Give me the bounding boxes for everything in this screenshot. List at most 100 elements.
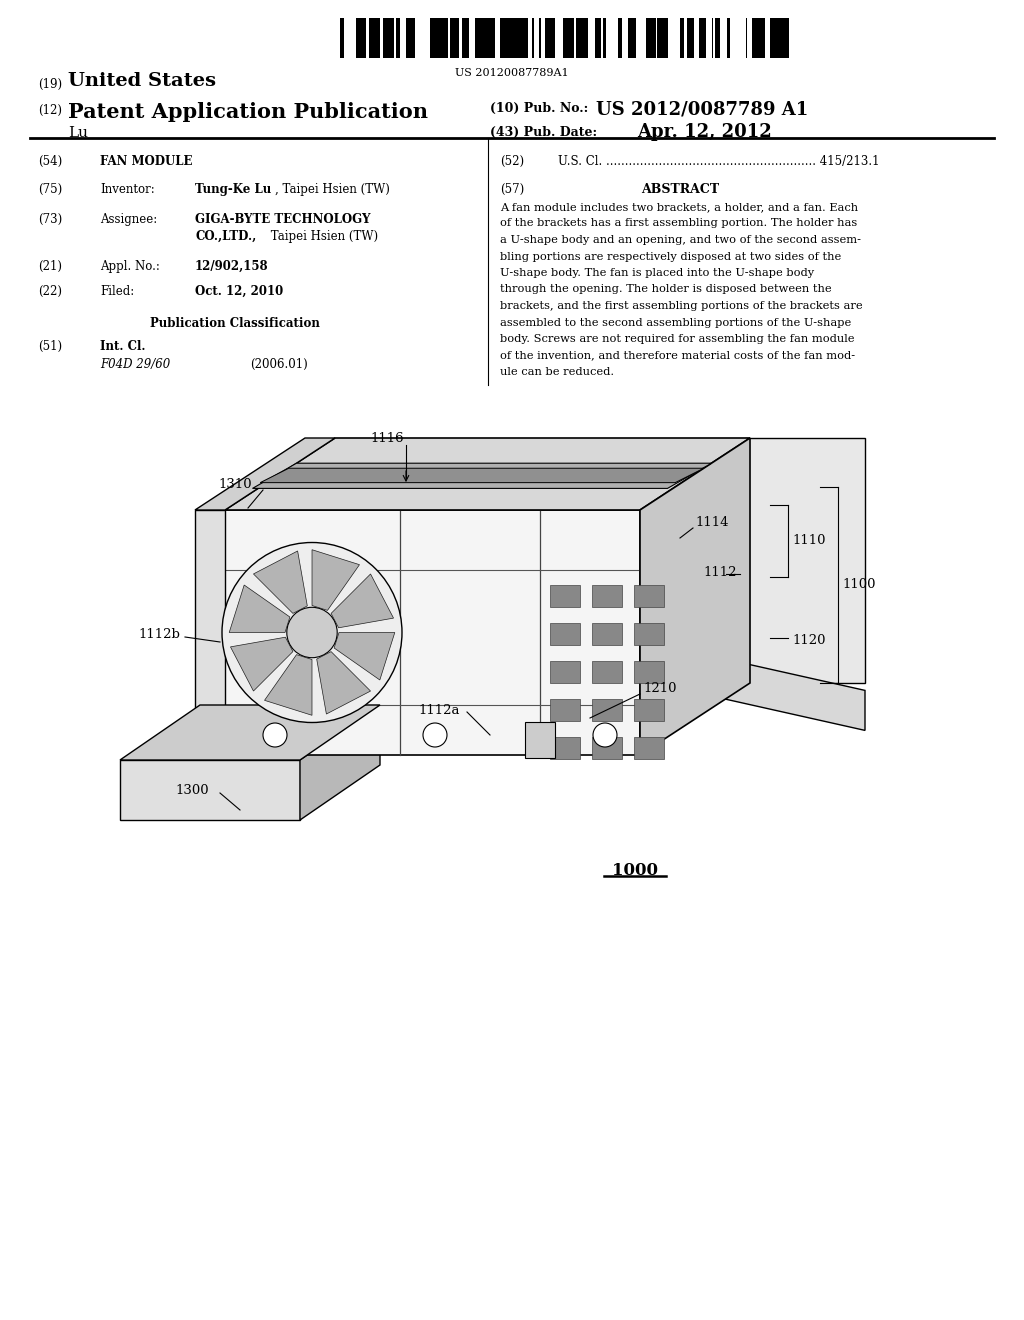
Text: (12): (12): [38, 104, 62, 117]
Text: Appl. No.:: Appl. No.:: [100, 260, 160, 273]
Polygon shape: [592, 737, 622, 759]
Text: Lu: Lu: [68, 125, 88, 140]
Bar: [785, 18, 788, 58]
Bar: [628, 18, 630, 58]
Polygon shape: [592, 700, 622, 721]
Text: F04D 29/60: F04D 29/60: [100, 358, 170, 371]
Bar: [484, 18, 487, 58]
Bar: [340, 18, 343, 58]
Polygon shape: [640, 640, 865, 730]
Bar: [700, 18, 706, 58]
Text: Inventor:: Inventor:: [100, 183, 155, 195]
Polygon shape: [312, 549, 359, 610]
Bar: [620, 18, 622, 58]
Polygon shape: [264, 655, 312, 715]
Bar: [446, 18, 447, 58]
Bar: [377, 18, 380, 58]
Text: of the invention, and therefore material costs of the fan mod-: of the invention, and therefore material…: [500, 351, 855, 360]
Text: US 20120087789A1: US 20120087789A1: [456, 69, 568, 78]
Text: Filed:: Filed:: [100, 285, 134, 298]
Text: Publication Classification: Publication Classification: [150, 317, 319, 330]
Bar: [783, 18, 785, 58]
Text: 1100: 1100: [842, 578, 876, 591]
Bar: [396, 18, 399, 58]
Polygon shape: [592, 661, 622, 682]
Polygon shape: [300, 705, 380, 820]
Bar: [389, 18, 394, 58]
Polygon shape: [254, 550, 307, 614]
Bar: [364, 18, 366, 58]
Bar: [501, 18, 503, 58]
Text: (21): (21): [38, 260, 62, 273]
Text: 1112b: 1112b: [138, 628, 180, 642]
Text: Patent Application Publication: Patent Application Publication: [68, 102, 428, 121]
Text: assembled to the second assembling portions of the U-shape: assembled to the second assembling porti…: [500, 318, 851, 327]
Circle shape: [593, 723, 617, 747]
Text: A fan module includes two brackets, a holder, and a fan. Each: A fan module includes two brackets, a ho…: [500, 202, 858, 213]
Text: 1120: 1120: [792, 634, 825, 647]
Polygon shape: [525, 722, 555, 758]
Bar: [646, 18, 652, 58]
Text: GIGA-BYTE TECHNOLOGY: GIGA-BYTE TECHNOLOGY: [195, 213, 371, 226]
Polygon shape: [550, 700, 580, 721]
Bar: [687, 18, 691, 58]
Text: brackets, and the first assembling portions of the brackets are: brackets, and the first assembling porti…: [500, 301, 862, 312]
Circle shape: [263, 723, 287, 747]
Polygon shape: [634, 737, 664, 759]
Polygon shape: [260, 469, 703, 483]
Polygon shape: [634, 585, 664, 607]
Bar: [699, 18, 700, 58]
Text: U-shape body. The fan is placed into the U-shape body: U-shape body. The fan is placed into the…: [500, 268, 814, 279]
Bar: [526, 18, 528, 58]
Bar: [680, 18, 682, 58]
Text: (2006.01): (2006.01): [250, 358, 308, 371]
Bar: [664, 18, 669, 58]
Bar: [487, 18, 492, 58]
Bar: [444, 18, 446, 58]
Bar: [657, 18, 664, 58]
Text: (51): (51): [38, 341, 62, 352]
Polygon shape: [225, 438, 750, 510]
Polygon shape: [225, 510, 640, 755]
Bar: [759, 18, 765, 58]
Text: 1310: 1310: [218, 479, 252, 491]
Bar: [508, 18, 510, 58]
Bar: [569, 18, 570, 58]
Bar: [570, 18, 574, 58]
Text: United States: United States: [68, 73, 216, 90]
Bar: [456, 18, 459, 58]
Bar: [407, 18, 413, 58]
Polygon shape: [120, 705, 380, 760]
Bar: [552, 18, 555, 58]
Text: , Taipei Hsien (TW): , Taipei Hsien (TW): [275, 183, 390, 195]
Text: (10) Pub. No.:: (10) Pub. No.:: [490, 102, 588, 115]
Circle shape: [287, 607, 337, 657]
Bar: [682, 18, 684, 58]
Bar: [516, 18, 520, 58]
Bar: [492, 18, 493, 58]
Text: Apr. 12, 2012: Apr. 12, 2012: [637, 123, 772, 141]
Text: 1114: 1114: [695, 516, 728, 528]
Bar: [515, 18, 516, 58]
Polygon shape: [195, 438, 335, 510]
Text: a U-shape body and an opening, and two of the second assem-: a U-shape body and an opening, and two o…: [500, 235, 861, 246]
Text: (54): (54): [38, 154, 62, 168]
Polygon shape: [592, 585, 622, 607]
Bar: [580, 18, 582, 58]
Bar: [548, 18, 552, 58]
Polygon shape: [331, 574, 393, 628]
Bar: [383, 18, 389, 58]
Bar: [652, 18, 655, 58]
Polygon shape: [592, 623, 622, 645]
Bar: [727, 18, 729, 58]
Text: 12/902,158: 12/902,158: [195, 260, 268, 273]
Bar: [545, 18, 548, 58]
Text: through the opening. The holder is disposed between the: through the opening. The holder is dispo…: [500, 285, 831, 294]
Bar: [582, 18, 588, 58]
Text: (22): (22): [38, 285, 62, 298]
Polygon shape: [253, 463, 712, 488]
Polygon shape: [550, 623, 580, 645]
Bar: [451, 18, 454, 58]
Bar: [510, 18, 512, 58]
Text: (52): (52): [500, 154, 524, 168]
